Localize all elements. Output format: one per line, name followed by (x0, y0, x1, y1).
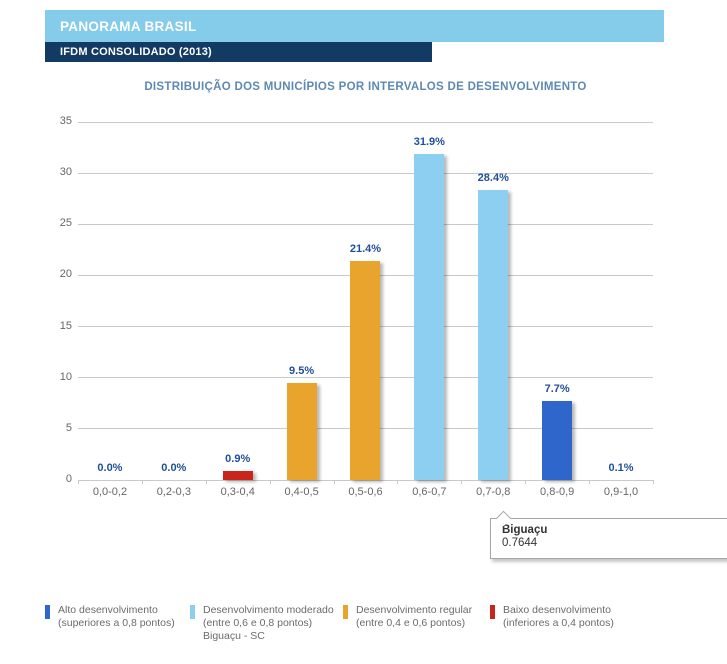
panorama-header-title: PANORAMA BRASIL (60, 18, 197, 34)
x-axis-tick-6 (461, 480, 462, 484)
x-axis-tick-4 (334, 480, 335, 484)
chart-column-0,7-0,8: 28.4% (461, 122, 525, 480)
legend-item-text-2: Desenvolvimento regular (entre 0,4 e 0,6 … (356, 604, 472, 630)
bar-value-label-0,0-0,2: 0.0% (97, 462, 123, 474)
x-category-label-0,3-0,4: 0,3-0,4 (220, 486, 255, 498)
x-axis-tick-1 (142, 480, 143, 484)
gridline-35 (78, 121, 653, 123)
chart-column-0,2-0,3: 0.0% (142, 122, 206, 480)
x-category-label-0,7-0,8: 0,7-0,8 (476, 486, 511, 498)
y-tick-label-10: 10 (59, 370, 72, 383)
legend-swatch-icon-1 (190, 605, 195, 619)
ifdm-subheader-bar: IFDM CONSOLIDADO (2013) (45, 42, 432, 62)
chart-column-0,6-0,7: 31.9% (397, 122, 461, 480)
x-category-label-0,6-0,7: 0,6-0,7 (412, 486, 447, 498)
legend-swatch-icon-2 (343, 605, 348, 619)
y-tick-label-0: 0 (65, 473, 72, 485)
x-axis-tick-2 (206, 480, 207, 484)
legend-text-line: (superiores a 0,8 pontos) (58, 617, 175, 629)
bar-value-label-0,5-0,6: 21.4% (349, 243, 382, 255)
legend-item-0: Alto desenvolvimento (superiores a 0,8 po… (45, 604, 175, 630)
legend-text-line: Biguaçu - SC (203, 630, 265, 642)
x-category-label-0,0-0,2: 0,0-0,2 (92, 486, 128, 498)
chart-legend: Alto desenvolvimento (superiores a 0,8 po… (0, 604, 727, 654)
x-category-label-0,4-0,5: 0,4-0,5 (284, 486, 319, 498)
bar-0,5-0,6[interactable] (350, 261, 381, 480)
y-tick-label-25: 25 (59, 217, 72, 230)
x-category-label-0,8-0,9: 0,8-0,9 (540, 486, 575, 498)
legend-text-line: Baixo desenvolvimento (503, 604, 611, 616)
legend-text-line: (entre 0,6 e 0,8 pontos) (203, 617, 313, 629)
legend-text-line: (inferiores a 0,4 pontos) (503, 617, 614, 629)
y-tick-label-15: 15 (59, 319, 72, 332)
bar-value-label-0,7-0,8: 28.4% (477, 172, 509, 184)
panorama-header-bar: PANORAMA BRASIL (45, 10, 664, 42)
chart-column-0,8-0,9: 7.7% (525, 122, 589, 480)
bar-value-label-0,6-0,7: 31.9% (413, 136, 445, 148)
bar-value-label-0,4-0,5: 9.5% (289, 365, 315, 377)
x-category-label-0,5-0,6: 0,5-0,6 (348, 486, 383, 498)
x-axis-tick-5 (397, 480, 398, 484)
bar-0,6-0,7[interactable] (414, 154, 445, 480)
gridline-0 (78, 479, 653, 481)
bar-0,7-0,8[interactable] (478, 190, 509, 480)
legend-swatch-icon-0 (45, 605, 50, 619)
chart-column-0,4-0,5: 9.5% (270, 122, 334, 480)
legend-text-line: Alto desenvolvimento (58, 604, 158, 616)
legend-item-3: Baixo desenvolvimento (inferiores a 0,4 p… (490, 604, 614, 630)
legend-item-2: Desenvolvimento regular (entre 0,4 e 0,6 … (343, 604, 472, 630)
y-tick-label-20: 20 (59, 268, 72, 281)
x-axis-tick-8 (589, 480, 590, 484)
chart-column-0,3-0,4: 0.9% (206, 122, 270, 480)
bar-0,3-0,4[interactable] (222, 471, 253, 480)
chart-column-0,0-0,2: 0.0% (78, 122, 142, 480)
legend-text-line: Desenvolvimento moderado (203, 604, 334, 616)
legend-text-line: Desenvolvimento regular (356, 604, 473, 616)
legend-swatch-icon-3 (490, 605, 495, 619)
x-axis-tick-0 (78, 480, 79, 484)
ifdm-subheader-title: IFDM CONSOLIDADO (2013) (60, 46, 212, 58)
legend-item-text-3: Baixo desenvolvimento (inferiores a 0,4 p… (503, 604, 614, 630)
legend-item-1: Desenvolvimento moderado (entre 0,6 e 0,8… (190, 604, 334, 643)
bar-value-label-0,9-1,0: 0.1% (608, 462, 634, 474)
bar-0,8-0,9[interactable] (542, 401, 573, 480)
bar-value-label-0,3-0,4: 0.9% (225, 453, 251, 465)
y-tick-label-5: 5 (65, 421, 72, 434)
x-category-label-0,9-1,0: 0,9-1,0 (603, 486, 639, 498)
gridline-30 (78, 172, 653, 174)
tooltip-biguacu: Biguaçu 0.7644 (490, 510, 727, 559)
y-tick-label-30: 30 (59, 166, 72, 179)
x-axis-tick-7 (525, 480, 526, 484)
bar-value-label-0,2-0,3: 0.0% (161, 462, 187, 474)
bar-value-label-0,8-0,9: 7.7% (544, 383, 570, 395)
gridline-25 (78, 223, 653, 225)
bar-chart-plot-area: 0.0% 0.0% 0.9% 9.5% 21.4% 31.9% 28.4% 7.7% 0.1% (78, 121, 654, 484)
y-tick-label-35: 35 (59, 115, 72, 127)
x-axis-tick-3 (270, 480, 271, 484)
tooltip-municipality-name: Biguaçu (502, 524, 548, 536)
tooltip-ifdm-value: 0.7644 (502, 537, 538, 549)
chart-column-0,5-0,6: 21.4% (334, 122, 398, 480)
chart-title: DISTRIBUIÇÃO DOS MUNICÍPIOS POR INTERVAL… (144, 81, 587, 93)
x-category-label-0,2-0,3: 0,2-0,3 (156, 486, 191, 498)
legend-item-text-0: Alto desenvolvimento (superiores a 0,8 po… (58, 604, 175, 630)
chart-column-0,9-1,0: 0.1% (589, 122, 653, 480)
legend-text-line: (entre 0,4 e 0,6 pontos) (356, 617, 466, 629)
bar-0,4-0,5[interactable] (286, 383, 317, 480)
legend-item-text-1: Desenvolvimento moderado (entre 0,6 e 0,8… (203, 604, 334, 643)
x-axis-tick-9 (653, 480, 654, 484)
